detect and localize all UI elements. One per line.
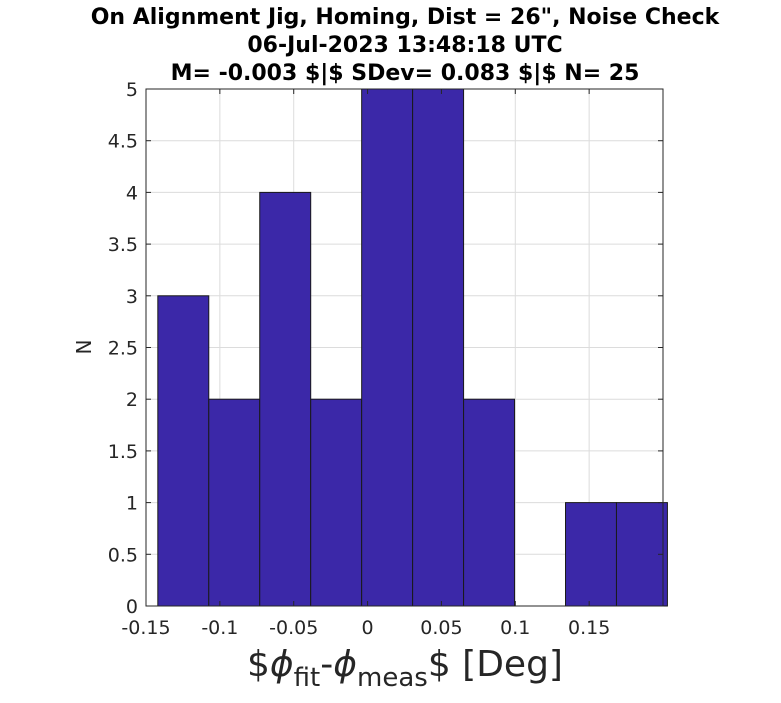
y-tick-label: 4.5 (108, 131, 138, 153)
y-tick-label: 2.5 (108, 338, 138, 360)
histogram-bar (463, 398, 516, 607)
histogram-bar (361, 88, 414, 607)
y-tick-label: 1.5 (108, 441, 138, 463)
histogram-bar (157, 295, 210, 607)
x-tick-label: 0.1 (500, 617, 530, 639)
x-tick-label: 0.05 (420, 617, 462, 639)
axis-ticks: -0.15 -0.1 -0.05 0 0.05 0.1 0.15 0 0.5 1 1.5 2 2.5 3 3… (108, 79, 663, 639)
x-tick-label: -0.15 (121, 617, 170, 639)
y-tick-label: 3.5 (108, 234, 138, 256)
y-tick-label: 4 (126, 182, 138, 204)
x-tick-label: 0 (362, 617, 374, 639)
histogram-bar (259, 191, 312, 607)
histogram-bars (157, 88, 668, 607)
histogram-bar (412, 88, 465, 607)
x-tick-label: -0.05 (269, 617, 318, 639)
chart-title-line-3: M= -0.003 $|$ SDev= 0.083 $|$ N= 25 (171, 61, 640, 86)
y-tick-label: 2 (126, 389, 138, 411)
x-label-sub-fit: fit (294, 663, 321, 693)
y-tick-label: 0.5 (108, 544, 138, 566)
histogram-bar (310, 398, 363, 607)
x-tick-label: 0.15 (568, 617, 610, 639)
x-label-sub-meas: meas (357, 663, 428, 693)
x-tick-label: -0.1 (201, 617, 238, 639)
y-tick-label: 3 (126, 286, 138, 308)
y-tick-label: 1 (126, 493, 138, 515)
histogram-bar (565, 502, 617, 607)
y-tick-label: 5 (126, 79, 138, 101)
y-axis-label: N (72, 340, 96, 355)
chart-title-line-1: On Alignment Jig, Homing, Dist = 26", No… (91, 5, 721, 30)
x-label-phi-fit: ϕ (270, 644, 294, 685)
chart-title-line-2: 06-Jul-2023 13:48:18 UTC (247, 33, 562, 58)
histogram-bar (208, 398, 261, 607)
x-axis-label: $ϕfit-ϕmeas$ [Deg] (247, 644, 563, 693)
x-label-dash: - (320, 644, 333, 685)
histogram-bar (615, 502, 668, 607)
x-label-phi-meas: ϕ (333, 644, 357, 685)
x-label-suffix: $ [Deg] (428, 644, 563, 685)
x-label-prefix: $ (247, 644, 270, 685)
y-tick-label: 0 (126, 596, 138, 618)
